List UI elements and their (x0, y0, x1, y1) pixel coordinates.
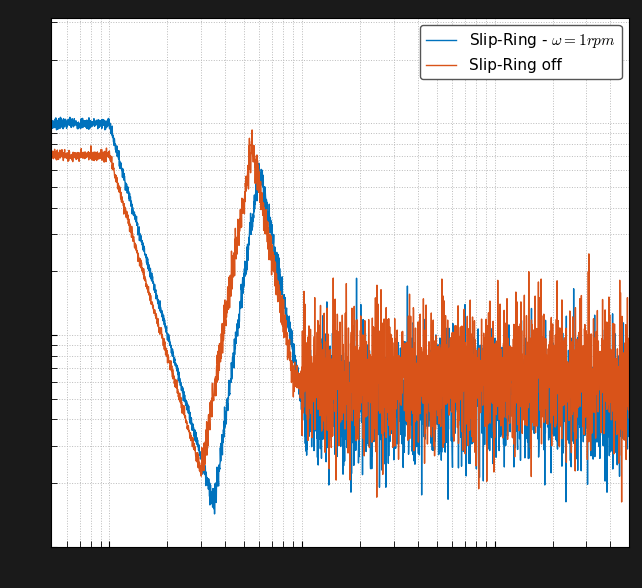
Slip-Ring - $\omega = 1rpm$ (295, 373, 302, 380)
Slip-Ring off (114, 178, 121, 185)
Slip-Ring - $\omega = 1rpm$ (148, 269, 155, 276)
Slip-Ring - $\omega = 1rpm$ (114, 151, 121, 158)
Slip-Ring - $\omega = 1rpm$ (66, 113, 74, 121)
Slip-Ring off (552, 388, 560, 395)
Slip-Ring - $\omega = 1rpm$ (270, 240, 277, 248)
Slip-Ring off (614, 430, 622, 437)
Slip-Ring - $\omega = 1rpm$ (614, 386, 622, 393)
Slip-Ring - $\omega = 1rpm$ (211, 510, 218, 517)
Slip-Ring off (625, 415, 633, 422)
Slip-Ring off (248, 126, 256, 133)
Slip-Ring - $\omega = 1rpm$ (552, 436, 560, 443)
Slip-Ring off (48, 153, 55, 161)
Line: Slip-Ring off: Slip-Ring off (51, 130, 629, 502)
Slip-Ring off (269, 249, 277, 256)
Slip-Ring off (294, 369, 302, 376)
Slip-Ring off (618, 499, 625, 506)
Slip-Ring - $\omega = 1rpm$ (48, 115, 55, 122)
Legend: Slip-Ring - $\omega = 1rpm$, Slip-Ring off: Slip-Ring - $\omega = 1rpm$, Slip-Ring o… (420, 25, 621, 79)
Line: Slip-Ring - $\omega = 1rpm$: Slip-Ring - $\omega = 1rpm$ (51, 117, 629, 514)
Slip-Ring - $\omega = 1rpm$ (625, 390, 633, 397)
Slip-Ring off (148, 300, 155, 307)
